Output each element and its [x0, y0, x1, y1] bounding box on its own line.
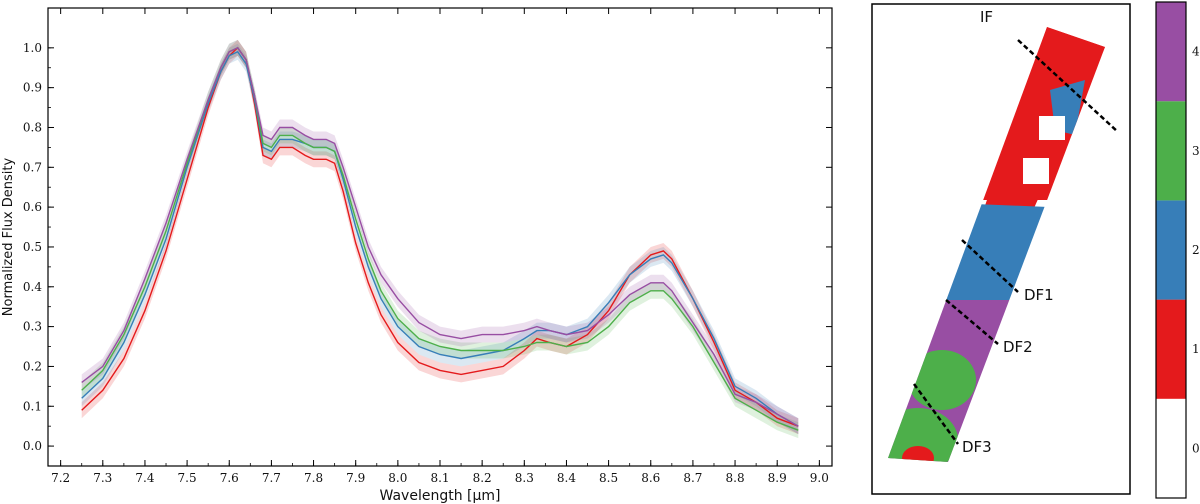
- x-tick-label: 7.6: [220, 471, 239, 485]
- colorbar-block-1: [1156, 299, 1186, 399]
- colorbar-block-4: [1156, 2, 1186, 102]
- colorbar-blocks: [1156, 2, 1186, 498]
- x-tick-label: 8.5: [599, 471, 618, 485]
- masked-square-a: [1039, 116, 1065, 140]
- x-tick-label: 7.9: [346, 471, 365, 485]
- series-line-3: [81, 46, 799, 427]
- label-df1: DF1: [1024, 286, 1054, 304]
- x-axis-ticks: 7.2 7.3 7.4 7.5 7.6 7.7 7.8 7.9 8.0 8.1 8.2 8.3 8.4 8…: [51, 8, 829, 485]
- x-tick-label: 8.7: [683, 471, 702, 485]
- series-line-1: [81, 50, 799, 427]
- x-tick-label: 8.6: [641, 471, 660, 485]
- cut-line-if: [1017, 39, 1119, 133]
- label-if: IF: [980, 8, 993, 26]
- x-tick-label: 7.3: [93, 471, 112, 485]
- colorbar-tick-label: 1: [1192, 342, 1200, 356]
- colorbar: 0 1 2 3 4: [1155, 1, 1200, 499]
- masked-square-b: [1023, 158, 1049, 184]
- y-tick-label: 0.2: [23, 359, 42, 373]
- x-tick-label: 8.8: [726, 471, 745, 485]
- region-green-a: [908, 350, 976, 410]
- y-tick-label: 1.0: [23, 41, 42, 55]
- x-tick-label: 8.4: [557, 471, 576, 485]
- y-tick-label: 0.8: [23, 120, 42, 134]
- y-tick-label: 0.7: [23, 160, 42, 174]
- y-tick-label: 0.4: [23, 280, 42, 294]
- y-tick-label: 0.6: [23, 200, 42, 214]
- label-df3: DF3: [962, 438, 992, 456]
- spectrum-chart: 7.2 7.3 7.4 7.5 7.6 7.7 7.8 7.9 8.0 8.1 8.2 8.3 8.4 8…: [1, 7, 833, 504]
- colorbar-ticks: 0 1 2 3 4: [1192, 45, 1200, 456]
- x-tick-label: 8.0: [388, 471, 407, 485]
- x-axis-label: Wavelength [μm]: [380, 488, 501, 504]
- y-axis-label: Normalized Flux Density: [1, 157, 16, 316]
- segmentation-map: IF DF1 DF2 DF3: [871, 3, 1131, 495]
- x-tick-label: 7.2: [51, 471, 70, 485]
- uncertainty-bands: [81, 39, 799, 439]
- y-axis-ticks: 0.0 0.1 0.2 0.3 0.4 0.5 0.6 0.7 0.8 0.9 1.0: [23, 41, 832, 453]
- colorbar-block-3: [1156, 101, 1186, 201]
- cut-line-df3: [912, 383, 960, 445]
- y-tick-label: 0.9: [23, 81, 42, 95]
- x-tick-label: 7.7: [262, 471, 281, 485]
- colorbar-tick-label: 4: [1192, 45, 1200, 59]
- x-tick-label: 8.2: [473, 471, 492, 485]
- label-df2: DF2: [1003, 338, 1033, 356]
- x-tick-label: 8.3: [515, 471, 534, 485]
- cut-line-df2: [945, 299, 999, 345]
- band-0: [81, 39, 799, 435]
- colorbar-tick-label: 3: [1192, 144, 1200, 158]
- region-red-spot: [902, 446, 934, 462]
- x-tick-label: 9.0: [810, 471, 829, 485]
- x-tick-label: 8.1: [430, 471, 449, 485]
- cut-line-df1: [961, 239, 1019, 293]
- y-tick-label: 0.0: [23, 439, 42, 453]
- x-tick-label: 8.9: [768, 471, 787, 485]
- colorbar-frame: [1155, 1, 1187, 499]
- colorbar-tick-label: 2: [1192, 243, 1200, 257]
- x-tick-label: 7.4: [135, 471, 154, 485]
- y-tick-label: 0.5: [23, 240, 42, 254]
- y-tick-label: 0.3: [23, 320, 42, 334]
- colorbar-tick-label: 0: [1192, 441, 1200, 455]
- colorbar-block-0: [1156, 398, 1186, 498]
- x-tick-label: 7.8: [304, 471, 323, 485]
- spectrum-lines: [81, 46, 799, 431]
- colorbar-block-2: [1156, 200, 1186, 300]
- x-tick-label: 7.5: [178, 471, 197, 485]
- y-tick-label: 0.1: [23, 399, 42, 413]
